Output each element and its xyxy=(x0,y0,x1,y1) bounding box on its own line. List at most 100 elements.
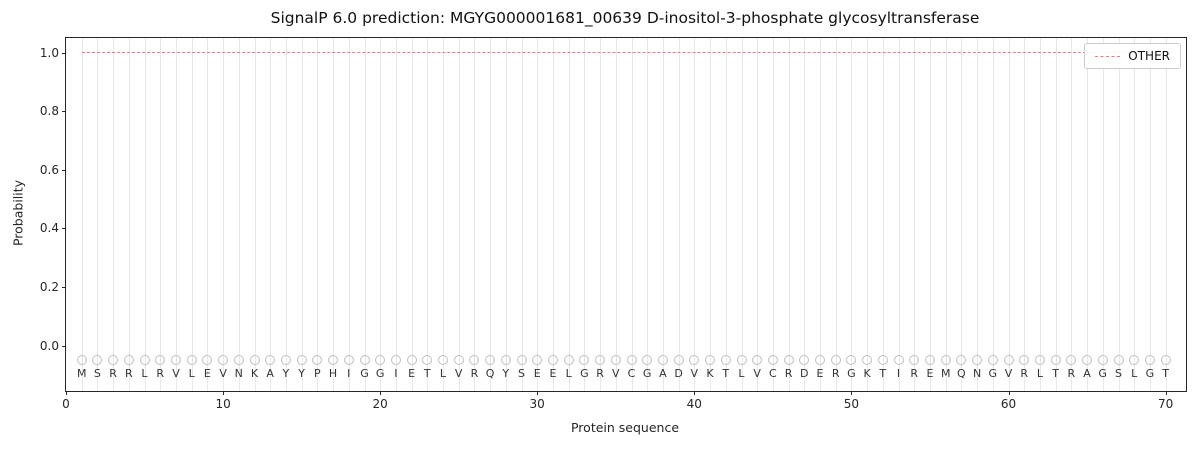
sequence-letter: G xyxy=(847,367,856,381)
series-line-other xyxy=(81,51,1166,53)
gridline xyxy=(254,38,256,391)
x-tick xyxy=(66,391,67,395)
gridline xyxy=(521,38,523,391)
sequence-letter: V xyxy=(172,367,180,381)
gridline xyxy=(741,38,743,391)
gridline xyxy=(1024,38,1026,391)
sequence-letter: G xyxy=(360,367,369,381)
residue-marker xyxy=(343,355,354,366)
sequence-letter: R xyxy=(156,367,165,381)
sequence-letter: T xyxy=(423,367,431,381)
residue-marker xyxy=(548,355,558,366)
gridline xyxy=(694,38,696,391)
y-tick-label: 0.4 xyxy=(39,221,59,236)
residue-marker xyxy=(1019,355,1030,366)
gridline xyxy=(1087,38,1088,391)
sequence-letter: R xyxy=(910,367,919,381)
gridline xyxy=(678,38,680,391)
sequence-letter: C xyxy=(627,367,636,381)
gridline xyxy=(882,38,884,391)
residue-marker xyxy=(469,355,480,366)
gridline xyxy=(867,38,869,391)
x-tick xyxy=(537,391,539,395)
gridline xyxy=(537,38,539,391)
residue-marker xyxy=(1129,355,1140,366)
x-tick-label: 30 xyxy=(529,397,545,411)
sequence-letter: R xyxy=(596,367,604,381)
sequence-letter: G xyxy=(375,367,385,381)
gridline xyxy=(364,38,366,391)
residue-marker xyxy=(877,355,888,366)
gridline xyxy=(411,38,413,391)
y-tick xyxy=(62,52,66,54)
gridline xyxy=(788,38,790,391)
residue-marker xyxy=(171,355,181,366)
gridline xyxy=(97,38,99,391)
sequence-letter: R xyxy=(1067,367,1076,381)
residue-marker xyxy=(752,355,763,366)
sequence-letter: V xyxy=(1004,367,1013,381)
sequence-letter: V xyxy=(690,367,699,381)
gridline xyxy=(160,38,162,391)
residue-marker xyxy=(233,355,244,366)
residue-marker xyxy=(453,355,464,366)
residue-marker xyxy=(1034,355,1045,366)
gridline xyxy=(977,38,979,391)
x-tick xyxy=(1165,391,1167,395)
residue-marker xyxy=(123,355,134,366)
residue-marker xyxy=(516,355,527,366)
sequence-letter: E xyxy=(203,367,211,381)
gridline xyxy=(348,38,350,391)
sequence-letter: G xyxy=(642,367,652,381)
gridline xyxy=(223,38,225,391)
sequence-letter: E xyxy=(549,367,557,381)
residue-marker xyxy=(202,355,213,366)
sequence-letter: R xyxy=(784,367,793,381)
x-tick xyxy=(1008,391,1010,395)
sequence-letter: S xyxy=(93,367,101,381)
gridline xyxy=(725,38,727,391)
residue-marker xyxy=(673,355,684,366)
x-tick-label: 60 xyxy=(1000,397,1017,411)
sequence-letter: K xyxy=(706,367,714,381)
residue-marker xyxy=(862,355,873,366)
sequence-letter: R xyxy=(831,367,840,381)
residue-marker xyxy=(265,355,276,366)
gridline xyxy=(662,38,664,391)
sequence-letter: L xyxy=(565,367,572,381)
residue-marker xyxy=(799,355,810,366)
sequence-letter: S xyxy=(1115,367,1122,381)
gridline xyxy=(615,38,617,391)
x-tick xyxy=(851,391,853,395)
legend-dashed-line-sample xyxy=(1095,55,1121,57)
residue-marker xyxy=(139,355,150,366)
residue-marker xyxy=(186,355,197,366)
sequence-letter: A xyxy=(266,367,274,381)
y-tick-label: 0.2 xyxy=(39,280,59,294)
gridline xyxy=(772,38,774,391)
residue-marker xyxy=(155,355,166,366)
residue-marker xyxy=(736,355,747,366)
sequence-letter: V xyxy=(753,367,761,381)
gridline xyxy=(176,38,177,391)
residue-marker xyxy=(610,355,621,366)
gridline xyxy=(1102,38,1104,391)
residue-marker xyxy=(783,355,794,366)
residue-marker xyxy=(359,355,370,366)
residue-marker xyxy=(893,355,904,366)
residue-marker xyxy=(76,355,87,366)
sequence-letter: V xyxy=(612,367,620,381)
legend: OTHER xyxy=(1084,43,1181,69)
sequence-letter: V xyxy=(454,367,463,381)
sequence-letter: I xyxy=(394,367,398,381)
residue-marker xyxy=(815,355,825,366)
sequence-letter: R xyxy=(470,367,479,381)
residue-marker xyxy=(1066,355,1077,366)
sequence-letter: E xyxy=(926,367,934,381)
y-tick xyxy=(62,345,66,347)
gridline xyxy=(1055,38,1057,391)
sequence-letter: T xyxy=(1162,367,1169,381)
legend-label: OTHER xyxy=(1128,49,1170,63)
residue-marker xyxy=(532,355,543,366)
